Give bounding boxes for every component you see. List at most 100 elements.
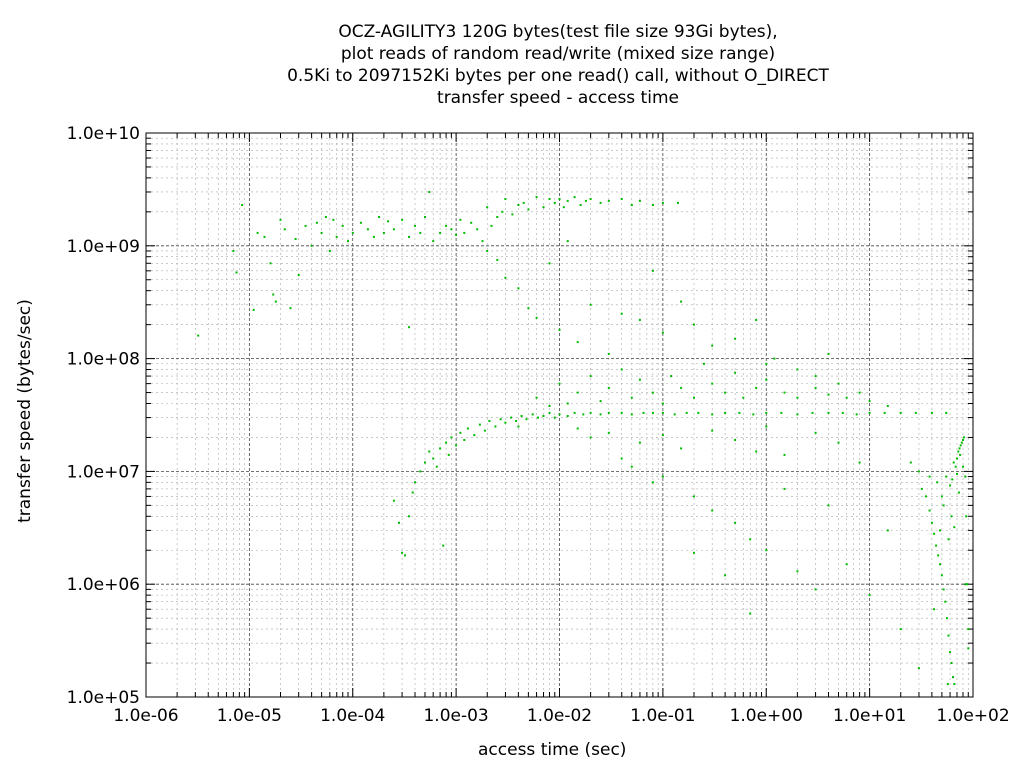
data-point <box>566 199 569 202</box>
x-tick-label: 1.0e-06 <box>113 706 178 726</box>
data-point <box>724 411 727 414</box>
data-point <box>531 413 534 416</box>
data-point <box>481 240 484 243</box>
data-point <box>283 228 286 231</box>
data-point <box>439 447 442 450</box>
y-axis-title: transfer speed (bytes/sec) <box>15 299 35 523</box>
data-point <box>956 457 958 460</box>
data-point <box>920 487 923 490</box>
data-point <box>765 378 768 381</box>
x-tick-label: 1.0e+00 <box>730 706 803 726</box>
data-point <box>398 521 400 524</box>
data-point <box>661 201 664 204</box>
data-point <box>765 549 768 552</box>
data-point <box>966 583 969 586</box>
data-point <box>620 368 623 371</box>
y-tick-label: 1.0e+07 <box>67 462 140 482</box>
data-point <box>940 574 943 577</box>
data-point <box>501 210 504 213</box>
data-point <box>685 411 688 414</box>
data-point <box>408 326 410 329</box>
data-point <box>930 411 933 414</box>
data-point <box>796 396 799 399</box>
data-point <box>724 574 727 577</box>
data-point <box>274 300 277 303</box>
data-point <box>945 411 948 414</box>
data-point <box>589 303 592 306</box>
data-point <box>845 563 848 566</box>
data-point <box>537 416 539 419</box>
data-point <box>525 418 528 421</box>
data-point <box>967 628 970 631</box>
data-point <box>940 495 943 498</box>
data-point <box>589 436 592 439</box>
data-point <box>947 538 950 541</box>
data-point <box>332 218 335 221</box>
data-point <box>697 411 700 414</box>
data-point <box>914 411 917 414</box>
data-point <box>558 382 561 385</box>
data-point <box>401 551 404 554</box>
data-point <box>952 461 955 464</box>
data-point <box>510 416 513 419</box>
data-point <box>638 199 641 202</box>
data-point <box>765 425 768 428</box>
data-point <box>703 362 705 365</box>
y-tick-label: 1.0e+09 <box>67 237 140 257</box>
data-point <box>673 413 676 416</box>
data-point <box>962 439 964 441</box>
data-point <box>558 413 561 416</box>
data-point <box>447 453 450 456</box>
data-point <box>752 413 755 416</box>
data-point <box>496 258 499 261</box>
x-tick-label: 1.0e-03 <box>423 706 488 726</box>
data-point <box>490 224 493 227</box>
data-point <box>956 472 958 475</box>
data-point <box>738 411 741 414</box>
plot-frame <box>145 132 974 698</box>
data-point <box>584 199 587 202</box>
data-point <box>401 218 404 221</box>
data-point <box>827 352 830 355</box>
data-point <box>439 231 442 234</box>
data-point <box>310 244 313 247</box>
data-point <box>949 484 952 487</box>
data-point <box>765 362 768 365</box>
data-point <box>630 204 633 206</box>
data-point <box>304 224 307 227</box>
data-point <box>548 262 551 265</box>
data-point <box>366 228 369 231</box>
x-tick-label: 1.0e+02 <box>936 706 1009 726</box>
data-point <box>576 341 579 344</box>
data-point <box>960 441 963 444</box>
data-point <box>651 481 654 484</box>
data-point <box>527 208 530 211</box>
data-point <box>289 307 292 310</box>
data-point <box>942 504 945 507</box>
data-point <box>408 235 410 238</box>
data-point <box>957 450 960 453</box>
data-point <box>463 439 466 441</box>
data-point <box>455 444 458 447</box>
data-point <box>263 235 266 238</box>
data-point <box>455 233 458 236</box>
data-point <box>445 224 448 227</box>
data-point <box>197 334 200 337</box>
data-point <box>387 220 390 223</box>
data-point <box>269 262 272 265</box>
data-point <box>256 231 259 234</box>
data-point <box>858 391 861 394</box>
data-point <box>693 495 695 498</box>
chart-title-line-2: plot reads of random read/write (mixed s… <box>340 44 776 64</box>
data-point <box>515 420 518 422</box>
data-point <box>765 411 768 414</box>
data-point <box>382 231 385 234</box>
data-point <box>324 216 327 218</box>
data-point <box>466 427 469 430</box>
data-point <box>542 415 545 417</box>
data-point <box>620 457 623 460</box>
data-point <box>414 224 416 227</box>
x-tick-label: 1.0e-04 <box>320 706 385 726</box>
data-point <box>328 250 331 252</box>
data-point <box>272 293 275 296</box>
